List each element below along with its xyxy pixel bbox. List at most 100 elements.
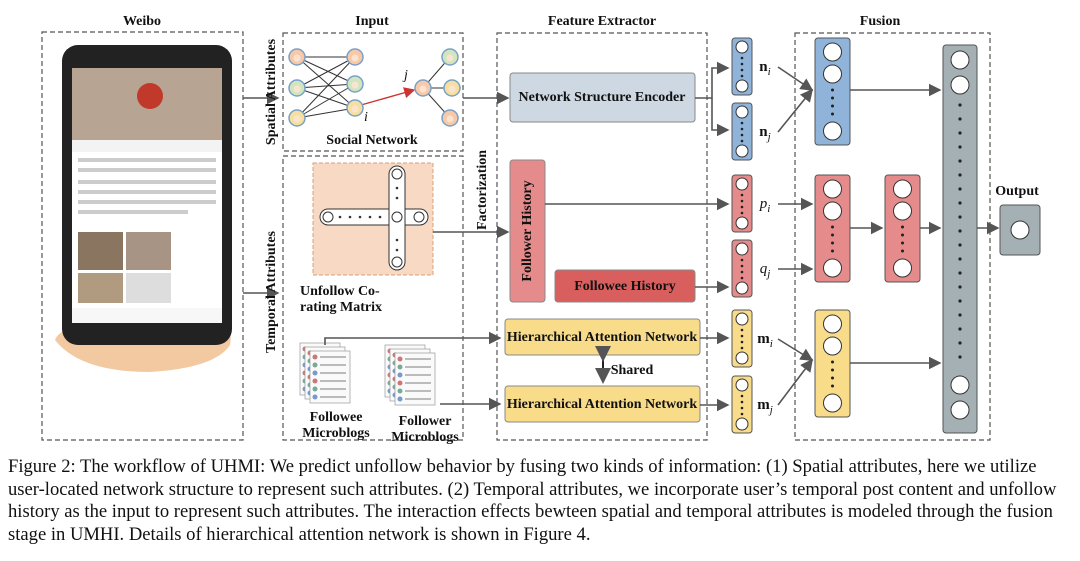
- dot: [740, 121, 744, 125]
- unit: [950, 75, 970, 95]
- dot: [831, 249, 834, 253]
- symbol: m: [757, 397, 770, 413]
- spatial-panel: [282, 32, 464, 152]
- dot: [740, 394, 744, 398]
- fusion-panel: [794, 32, 991, 441]
- dot: [958, 243, 962, 247]
- node-label: i: [364, 110, 368, 125]
- avatar: [397, 380, 403, 386]
- unit: [823, 393, 842, 413]
- arrow: [777, 358, 813, 406]
- dot: [740, 62, 744, 66]
- vector: [731, 102, 753, 161]
- dot: [831, 225, 834, 229]
- dot: [740, 340, 744, 344]
- vector: [731, 375, 753, 434]
- label: Social Network: [326, 133, 418, 148]
- dot: [740, 412, 744, 416]
- dot: [740, 205, 744, 209]
- dot: [395, 248, 399, 252]
- unit: [823, 179, 842, 199]
- node-label: j: [402, 68, 408, 83]
- dot: [740, 270, 744, 274]
- user-face: [293, 85, 301, 93]
- text-line: [320, 380, 346, 382]
- subscript: i: [770, 338, 773, 350]
- user-face: [293, 54, 301, 62]
- vector-label: pi: [759, 196, 771, 214]
- dot: [958, 173, 962, 177]
- caption: Figure 2: The workflow of UHMI: We predi…: [8, 456, 1057, 545]
- unit: [823, 42, 842, 62]
- unit: [735, 312, 749, 326]
- fusion-layer: [942, 44, 978, 434]
- edge: [296, 56, 356, 85]
- subscript: j: [765, 268, 770, 280]
- subscript: i: [767, 203, 770, 215]
- unit: [735, 242, 749, 256]
- unit: [735, 216, 749, 230]
- dot: [901, 249, 904, 253]
- dot: [338, 215, 342, 219]
- text-line: [405, 358, 431, 360]
- text-line: [405, 366, 431, 368]
- dot: [958, 187, 962, 191]
- user-face: [448, 85, 456, 93]
- avatar: [312, 362, 318, 368]
- dot: [958, 159, 962, 163]
- arrow: [711, 98, 730, 137]
- cell: [413, 211, 425, 223]
- user-face: [293, 115, 301, 123]
- dot: [958, 285, 962, 289]
- dot: [958, 201, 962, 205]
- text-line: [320, 388, 346, 390]
- dot: [378, 215, 382, 219]
- cell: [322, 211, 334, 223]
- arrow: [777, 66, 814, 91]
- unit: [950, 400, 970, 420]
- label: Followee Microblogs: [302, 410, 370, 441]
- box-label: Network Structure Encoder: [519, 90, 686, 105]
- symbol: q: [760, 261, 768, 277]
- box-label: Follower History: [520, 180, 535, 281]
- cell: [391, 211, 403, 223]
- arrow: [777, 338, 814, 361]
- unit: [1010, 220, 1030, 240]
- dot: [958, 131, 962, 135]
- text-line: [405, 374, 431, 376]
- unit: [893, 201, 912, 221]
- history-box: [554, 269, 696, 303]
- subscript: j: [766, 131, 771, 143]
- dot: [901, 225, 904, 229]
- dot: [740, 199, 744, 203]
- dot: [958, 229, 962, 233]
- symbol: n: [759, 59, 768, 75]
- dot: [958, 145, 962, 149]
- unit: [735, 79, 749, 93]
- avatar: [397, 356, 403, 362]
- dot: [740, 193, 744, 197]
- text-line: [405, 390, 431, 392]
- dot: [740, 56, 744, 60]
- dot: [740, 264, 744, 268]
- user-face: [446, 54, 454, 62]
- dot: [831, 368, 834, 372]
- vector-label: nj: [759, 124, 770, 142]
- dot: [740, 406, 744, 410]
- avatar: [312, 386, 318, 392]
- microblogs: [299, 342, 436, 406]
- unit: [823, 121, 842, 141]
- thumb: [309, 350, 351, 404]
- avatar: [397, 396, 403, 402]
- dot: [831, 104, 834, 108]
- dot: [395, 238, 399, 242]
- vector: [731, 174, 753, 233]
- matrix-cells: [322, 168, 425, 268]
- box-label: Hierarchical Attention Network: [507, 397, 697, 412]
- unit: [893, 258, 912, 278]
- edge: [296, 83, 356, 119]
- unit: [893, 179, 912, 199]
- user-face: [351, 81, 359, 89]
- han-box: [504, 385, 701, 423]
- dot: [348, 215, 352, 219]
